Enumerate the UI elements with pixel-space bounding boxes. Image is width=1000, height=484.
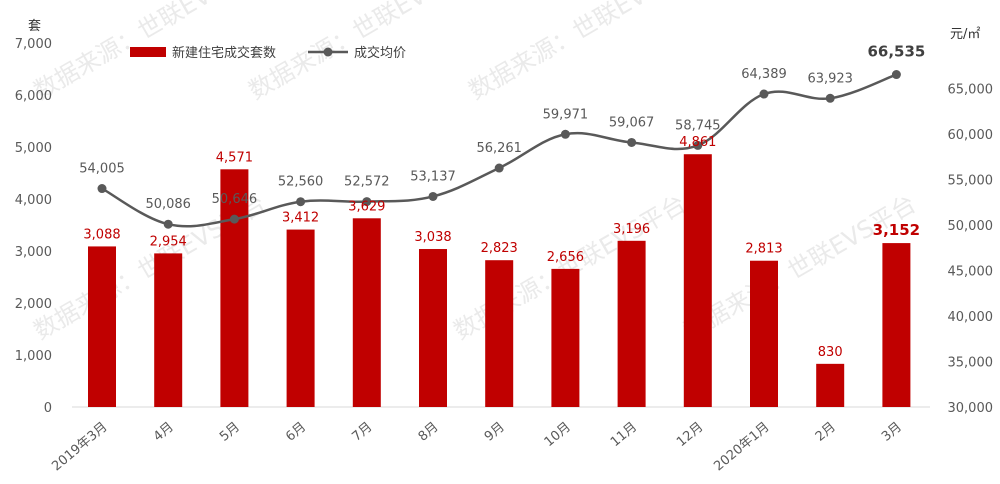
line-point bbox=[428, 191, 438, 201]
watermark-text: 数据来源：世联EVS平台 bbox=[464, 0, 706, 105]
bar bbox=[88, 246, 116, 407]
legend-swatch-bar bbox=[130, 47, 166, 57]
line-data-label: 66,535 bbox=[867, 43, 925, 61]
line-data-label: 53,137 bbox=[410, 169, 456, 184]
x-tick-label: 11月 bbox=[608, 420, 640, 450]
line-point bbox=[296, 197, 306, 207]
legend-label-bar: 新建住宅成交套数 bbox=[172, 45, 276, 61]
line-labels: 54,005 50,086 50,646 52,560 52,572 53,137 56,2… bbox=[79, 43, 925, 213]
x-tick-label: 4月 bbox=[151, 420, 177, 445]
bar bbox=[154, 253, 183, 407]
line-data-label: 50,646 bbox=[212, 192, 258, 207]
y-left-tick-label: 0 bbox=[44, 401, 52, 416]
bar-labels: 3,088 2,954 4,571 3,412 3,629 3,038 2,823 2,656… bbox=[83, 135, 920, 360]
y-left-tick-label: 5,000 bbox=[15, 141, 52, 156]
bar-data-label: 4,861 bbox=[679, 135, 716, 150]
bar-data-label: 3,629 bbox=[348, 199, 385, 214]
y-right-axis: 30,000 35,000 40,000 45,000 50,000 55,000 60,0… bbox=[948, 83, 994, 417]
bar bbox=[352, 218, 381, 407]
line-point bbox=[825, 93, 835, 103]
y-right-tick-label: 55,000 bbox=[948, 174, 994, 189]
bar-data-label: 2,656 bbox=[547, 250, 584, 265]
y-right-tick-label: 65,000 bbox=[948, 83, 994, 98]
line-data-label: 52,572 bbox=[344, 175, 390, 190]
line-data-label: 58,745 bbox=[675, 118, 721, 133]
bar bbox=[816, 363, 845, 407]
x-tick-label: 3月 bbox=[879, 420, 905, 445]
y-left-tick-label: 4,000 bbox=[15, 193, 52, 208]
line-data-label: 56,261 bbox=[476, 141, 522, 156]
line-data-label: 54,005 bbox=[79, 162, 125, 177]
bar-data-label: 3,038 bbox=[414, 230, 451, 245]
y-left-axis-title: 套 bbox=[28, 18, 41, 34]
y-left-tick-label: 1,000 bbox=[15, 349, 52, 364]
x-tick-label: 12月 bbox=[674, 420, 706, 450]
line-point bbox=[560, 129, 570, 139]
y-left-tick-label: 2,000 bbox=[15, 297, 52, 312]
bar-series bbox=[88, 154, 911, 407]
line-point bbox=[229, 214, 239, 224]
bar bbox=[419, 249, 447, 407]
bar-data-label: 3,412 bbox=[282, 211, 319, 226]
legend: 新建住宅成交套数 成交均价 bbox=[130, 45, 406, 61]
line-data-label: 64,389 bbox=[741, 67, 787, 82]
line-series bbox=[97, 70, 901, 229]
x-axis: 2019年3月 4月 5月 6月 7月 8月 9月 10月 11月 12月 2020年1月 2月 3月 bbox=[49, 420, 905, 475]
y-left-tick-label: 6,000 bbox=[15, 89, 52, 104]
x-tick-label: 6月 bbox=[283, 420, 309, 445]
legend-marker-line bbox=[323, 47, 333, 57]
y-right-tick-label: 60,000 bbox=[948, 128, 994, 143]
line-data-label: 59,067 bbox=[609, 115, 655, 130]
line-data-label: 52,560 bbox=[278, 175, 324, 190]
bar bbox=[750, 260, 778, 407]
y-right-tick-label: 45,000 bbox=[948, 265, 994, 280]
bar bbox=[683, 154, 712, 407]
line-data-label: 59,971 bbox=[543, 107, 589, 122]
line-point bbox=[97, 184, 107, 194]
y-right-tick-label: 50,000 bbox=[948, 219, 994, 234]
line-point bbox=[163, 219, 173, 229]
bar bbox=[485, 260, 514, 407]
x-tick-label: 10月 bbox=[542, 420, 574, 450]
bar-data-label: 4,571 bbox=[216, 150, 253, 165]
bar-data-label: 3,088 bbox=[83, 227, 120, 242]
x-tick-label: 2019年3月 bbox=[49, 420, 110, 475]
legend-label-line: 成交均价 bbox=[354, 45, 406, 61]
y-left-tick-label: 7,000 bbox=[15, 37, 52, 52]
x-tick-label: 5月 bbox=[217, 420, 243, 445]
line-point bbox=[693, 140, 703, 150]
bar bbox=[220, 169, 249, 407]
y-left-axis: 0 1,000 2,000 3,000 4,000 5,000 6,000 7,000 bbox=[15, 37, 52, 416]
line-data-label: 50,086 bbox=[145, 197, 191, 212]
y-right-tick-label: 35,000 bbox=[948, 356, 994, 371]
line-point bbox=[494, 163, 504, 173]
y-right-axis-title: 元/㎡ bbox=[950, 27, 980, 42]
line-point bbox=[627, 137, 637, 147]
line-point bbox=[891, 70, 901, 80]
line-data-label: 63,923 bbox=[807, 71, 853, 86]
bar-data-label: 2,954 bbox=[150, 234, 187, 249]
line-point bbox=[759, 89, 769, 99]
line-point bbox=[362, 197, 372, 207]
y-right-tick-label: 40,000 bbox=[948, 310, 994, 325]
x-tick-label: 2020年1月 bbox=[711, 420, 772, 475]
bar-data-label: 2,823 bbox=[481, 241, 518, 256]
x-tick-label: 7月 bbox=[349, 420, 375, 445]
bar-data-label: 3,196 bbox=[613, 222, 650, 237]
bar bbox=[882, 243, 911, 407]
y-right-tick-label: 30,000 bbox=[948, 401, 994, 416]
bar bbox=[617, 240, 646, 407]
x-tick-label: 9月 bbox=[482, 420, 508, 445]
bar-data-label: 3,152 bbox=[873, 221, 920, 239]
x-tick-label: 2月 bbox=[813, 420, 839, 445]
bar bbox=[286, 229, 315, 407]
bar-data-label: 830 bbox=[818, 345, 843, 360]
y-left-tick-label: 3,000 bbox=[15, 245, 52, 260]
bar-data-label: 2,813 bbox=[745, 242, 782, 257]
x-tick-label: 8月 bbox=[416, 420, 442, 445]
bar bbox=[551, 268, 580, 407]
